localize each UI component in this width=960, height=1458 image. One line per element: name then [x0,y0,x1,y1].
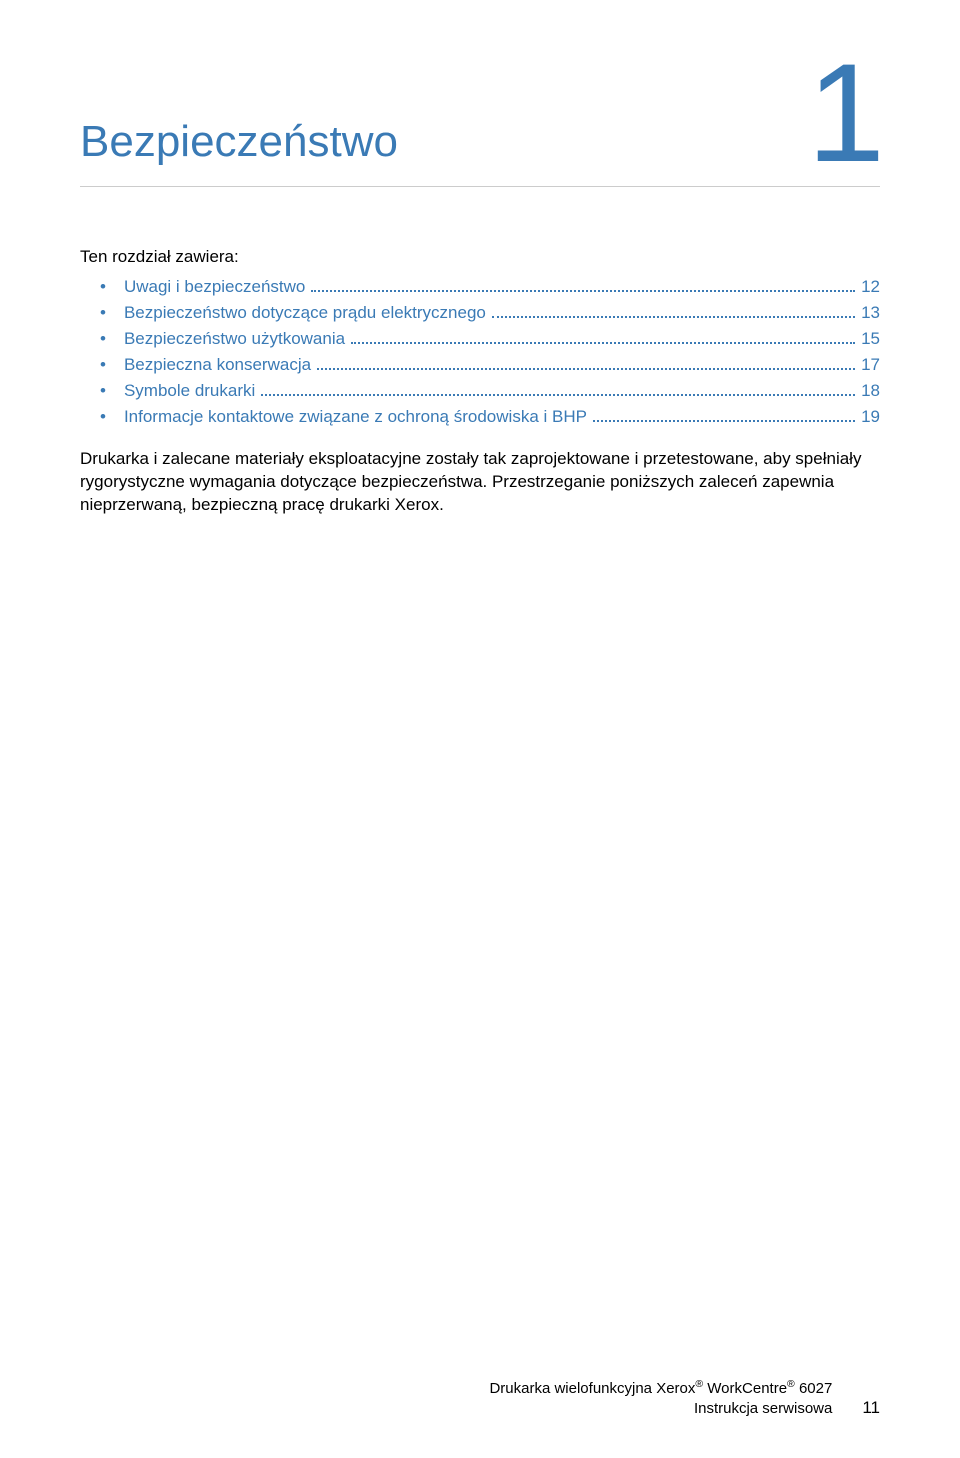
toc-item: Symbole drukarki 18 [80,381,880,401]
toc-page: 19 [861,407,880,427]
chapter-header: Bezpieczeństwo 1 [80,50,880,187]
toc-label: Symbole drukarki [124,381,255,401]
toc-label: Informacje kontaktowe związane z ochroną… [124,407,587,427]
toc-leader [593,410,855,422]
toc-leader [311,280,855,292]
toc-label: Bezpieczna konserwacja [124,355,311,375]
toc-page: 17 [861,355,880,375]
body-paragraph: Drukarka i zalecane materiały eksploatac… [80,448,880,517]
footer-line1-prefix: Drukarka wielofunkcyjna Xerox [489,1380,695,1397]
toc-leader [351,332,855,344]
footer: Drukarka wielofunkcyjna Xerox® WorkCentr… [80,1378,880,1418]
toc-item: Bezpieczna konserwacja 17 [80,355,880,375]
chapter-title: Bezpieczeństwo [80,120,398,164]
intro-line: Ten rozdział zawiera: [80,247,880,267]
toc-leader [492,306,855,318]
footer-line1-mid: WorkCentre [703,1380,787,1397]
toc-page: 15 [861,329,880,349]
registered-icon: ® [695,1378,703,1390]
toc-label: Uwagi i bezpieczeństwo [124,277,305,297]
toc-page: 12 [861,277,880,297]
toc-item: Uwagi i bezpieczeństwo 12 [80,277,880,297]
toc-item: Informacje kontaktowe związane z ochroną… [80,407,880,427]
chapter-number: 1 [807,50,880,176]
toc-label: Bezpieczeństwo użytkowania [124,329,345,349]
toc-list: Uwagi i bezpieczeństwo 12 Bezpieczeństwo… [80,277,880,433]
toc-leader [317,358,855,370]
registered-icon: ® [787,1378,795,1390]
toc-label: Bezpieczeństwo dotyczące prądu elektrycz… [124,303,486,323]
toc-item: Bezpieczeństwo użytkowania 15 [80,329,880,349]
footer-line2: Instrukcja serwisowa [694,1400,832,1417]
toc-page: 18 [861,381,880,401]
footer-line1-suffix: 6027 [795,1380,833,1397]
toc-leader [261,384,855,396]
page: Bezpieczeństwo 1 Ten rozdział zawiera: U… [0,0,960,1458]
toc-item: Bezpieczeństwo dotyczące prądu elektrycz… [80,303,880,323]
footer-text: Drukarka wielofunkcyjna Xerox® WorkCentr… [489,1378,832,1418]
footer-page-number: 11 [862,1398,880,1418]
toc-page: 13 [861,303,880,323]
